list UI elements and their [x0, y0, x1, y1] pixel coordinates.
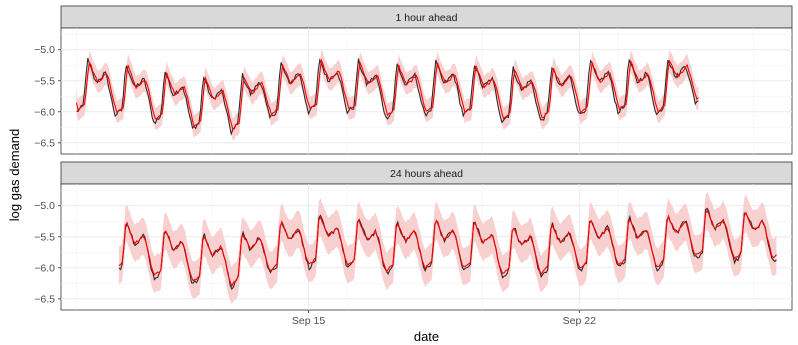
y-tick-label: −5.5: [34, 231, 55, 243]
x-axis-title: date: [414, 329, 439, 344]
prediction-interval-band: [119, 192, 777, 305]
x-tick-label: Sep 15: [292, 315, 325, 327]
panel-24-hours-ahead-plot: −6.5 −6.0 −5.5 −5.0: [34, 184, 792, 310]
strip-label-24-hours-ahead: 24 hours ahead: [390, 168, 463, 180]
y-tick-label: −5.5: [34, 75, 55, 87]
y-tick-label: −5.0: [34, 44, 55, 56]
y-axis-title: log gas demand: [7, 129, 22, 222]
y-tick-label: −6.0: [34, 262, 55, 274]
forecast-series-line: [75, 58, 699, 131]
x-axis: Sep 15 Sep 22: [292, 310, 596, 327]
x-tick-label: Sep 22: [563, 315, 596, 327]
y-tick-label: −5.0: [34, 200, 55, 212]
strip-label-1-hour-ahead: 1 hour ahead: [396, 12, 458, 24]
y-tick-label: −6.5: [34, 137, 55, 149]
y-tick-label: −6.5: [34, 293, 55, 305]
panel-1-hour-ahead-plot: −6.5 −6.0 −5.5 −5.0: [34, 28, 792, 154]
forecast-series-line: [118, 209, 777, 288]
actual-series-line: [76, 57, 699, 136]
y-tick-label: −6.0: [34, 106, 55, 118]
